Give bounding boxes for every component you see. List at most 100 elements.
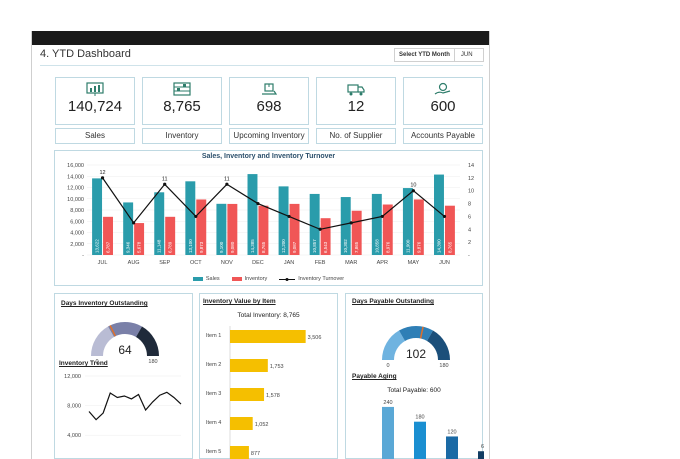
payable-aging-chart: 240 180 120 60 — [382, 400, 484, 459]
sales-bar — [278, 186, 289, 255]
sales-bar — [216, 203, 227, 255]
y-tick-label: - — [82, 253, 84, 259]
y2-tick-label: 4 — [468, 227, 471, 233]
y2-tick-label: 6 — [468, 214, 471, 220]
inventory-data-label: 6,543 — [323, 241, 328, 253]
inventory-bar — [289, 203, 300, 255]
aging-bar — [382, 406, 394, 459]
sales-data-label: 9,346 — [126, 241, 131, 253]
turnover-data-label: 11 — [162, 176, 168, 182]
chart-board-icon — [86, 82, 104, 96]
x-tick-label: APR — [377, 260, 388, 266]
inventory-bar — [351, 210, 362, 255]
dashboard-page: 4. YTD Dashboard Select YTD Month JUN 14… — [31, 31, 490, 459]
kpi-value: 600 — [430, 98, 456, 115]
gauge-max-label: 180 — [148, 359, 157, 365]
turnover-point — [225, 182, 229, 186]
sales-data-label: 14,300 — [436, 239, 441, 253]
ytd-month-selector[interactable]: Select YTD Month JUN — [394, 48, 484, 62]
gauge-needle — [109, 325, 117, 337]
x-tick-label: JUL — [98, 260, 108, 266]
sales-data-label: 10,302 — [343, 239, 348, 253]
turnover-point — [132, 221, 136, 225]
gauge-band-low — [382, 330, 405, 360]
turnover-point — [380, 214, 384, 219]
inventory-data-label: 7,865 — [354, 241, 359, 253]
inventory-bar — [320, 218, 331, 255]
item-label: Item 1 — [206, 333, 221, 339]
inventory-bar — [165, 216, 176, 255]
item-data-label: 877 — [251, 451, 260, 457]
sales-bar — [123, 202, 134, 255]
trend-line — [88, 391, 182, 421]
kpi-label-accounts-payable: Accounts Payable — [403, 128, 483, 144]
item-data-label: 1,753 — [270, 364, 284, 370]
inventory-item-chart: Item 1 3,506 Item 2 1,753 Item 3 1,578 Item 4 1… — [206, 326, 322, 459]
turnover-point — [163, 182, 167, 186]
aging-bar — [478, 451, 484, 459]
y2-tick-label: - — [468, 253, 470, 259]
item-bar — [230, 388, 265, 401]
main-chart-title: Sales, Inventory and Inventory Turnover — [201, 153, 336, 160]
main-chart-svg: 16,000 14,000 12,000 10,000 8,000 6,000 4,000 2… — [67, 163, 474, 266]
kpi-label-suppliers: No. of Supplier — [316, 128, 396, 144]
inventory-bar — [196, 199, 207, 255]
y-tick-label: 6,000 — [70, 219, 84, 225]
aging-data-label: 240 — [383, 400, 392, 406]
y2-tick-label: 14 — [468, 163, 474, 169]
gauge-band-mid — [108, 322, 142, 337]
aging-data-label: 120 — [447, 429, 456, 435]
ytd-month-value[interactable]: JUN — [460, 52, 473, 58]
money-hand-icon — [434, 82, 451, 95]
sales-data-label: 11,900 — [405, 239, 410, 253]
inventory-data-label: 6,789 — [168, 241, 173, 253]
sales-bar — [434, 174, 444, 255]
y-tick-label: 16,000 — [67, 163, 84, 169]
sales-data-label: 10,857 — [312, 239, 317, 253]
y-tick-label: 14,000 — [67, 174, 84, 180]
sales-bar — [402, 188, 413, 255]
y-tick-label: 12,000 — [64, 374, 81, 380]
inventory-bar — [134, 223, 145, 255]
sales-bar — [92, 178, 103, 255]
inventory-value-title: Inventory Value by Item — [203, 298, 276, 305]
supplier-truck-icon — [347, 84, 365, 96]
gauge-band-low — [91, 326, 114, 356]
inventory-bar — [103, 216, 113, 255]
item-bar — [230, 417, 253, 430]
turnover-point — [318, 227, 322, 231]
y-tick-label: 8,000 — [70, 208, 84, 214]
kpi-label-sales: Sales — [55, 128, 135, 144]
dpo-title: Days Payable Outstanding — [352, 298, 434, 305]
dio-gauge: 64 0 180 — [91, 322, 159, 365]
sales-bar — [185, 181, 196, 255]
kpi-card-accounts-payable: 600 — [403, 77, 483, 125]
ytd-month-label: Select YTD Month — [395, 49, 455, 61]
inventory-trend-title: Inventory Trend — [59, 360, 108, 367]
turnover-point — [411, 189, 415, 193]
inventory-bar — [227, 203, 238, 255]
inventory-value-panel: Inventory Value by Item Total Inventory:… — [199, 293, 338, 459]
item-label: Item 2 — [206, 362, 221, 368]
y-tick-label: 4,000 — [67, 433, 81, 439]
item-label: Item 4 — [206, 420, 221, 426]
sales-data-label: 13,100 — [188, 239, 193, 253]
sales-bar — [247, 174, 258, 255]
sales-bar — [371, 193, 382, 255]
x-tick-label: AUG — [128, 260, 140, 266]
inventory-data-label: 9,080 — [230, 241, 235, 253]
x-tick-label: JUN — [439, 260, 450, 266]
box-delivery-icon — [262, 83, 278, 95]
gauge-value: 64 — [118, 343, 132, 357]
turnover-point — [442, 214, 447, 219]
inventory-bar — [258, 205, 269, 255]
kpi-value: 140,724 — [67, 98, 123, 115]
page-title: 4. YTD Dashboard — [40, 48, 131, 60]
item-data-label: 1,578 — [266, 393, 280, 399]
aging-data-label: 60 — [481, 444, 484, 450]
turnover-data-label: 11 — [224, 176, 230, 182]
x-tick-label: MAR — [345, 260, 357, 266]
y2-tick-label: 8 — [468, 202, 471, 208]
item-label: Item 5 — [206, 449, 221, 455]
item-data-label: 3,506 — [308, 335, 322, 341]
